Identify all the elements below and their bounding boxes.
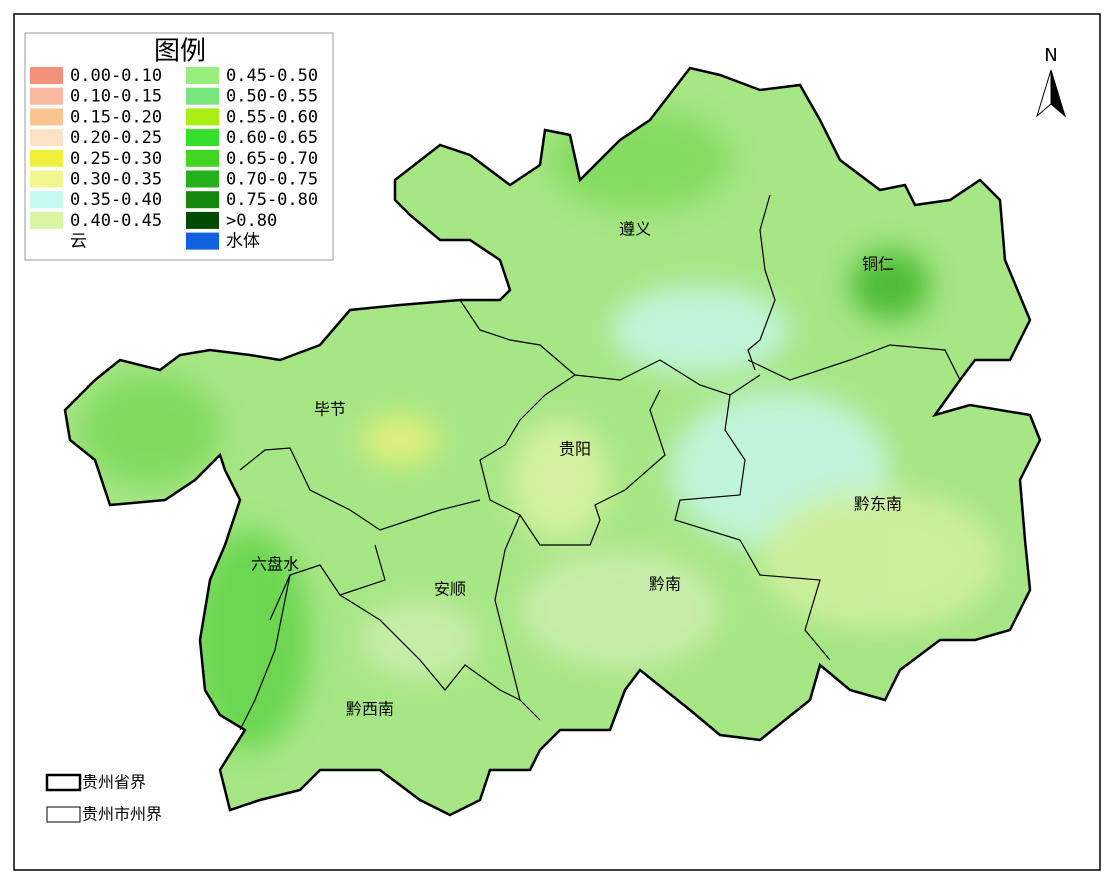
legend-label: 0.65-0.70 bbox=[226, 149, 318, 169]
legend-label: 0.20-0.25 bbox=[70, 128, 162, 148]
legend-label: 0.50-0.55 bbox=[226, 87, 318, 107]
legend-label: 水体 bbox=[226, 232, 260, 252]
legend-swatch bbox=[30, 149, 63, 167]
legend-label: 0.10-0.15 bbox=[70, 87, 162, 107]
legend-label: 0.30-0.35 bbox=[70, 170, 162, 190]
legend-swatch bbox=[30, 191, 63, 209]
legend-swatch bbox=[186, 87, 219, 105]
legend-swatch bbox=[30, 67, 63, 84]
boundary-legend-label: 贵州省界 bbox=[82, 773, 146, 792]
legend-label: 0.25-0.30 bbox=[70, 149, 162, 169]
region-label: 毕节 bbox=[314, 400, 346, 419]
prefecture-border-swatch bbox=[46, 806, 81, 823]
region-label: 黔南 bbox=[649, 575, 681, 594]
legend-swatch bbox=[30, 108, 63, 126]
frame bbox=[13, 13, 1101, 871]
legend-swatch bbox=[30, 211, 63, 229]
north-label: N bbox=[1044, 45, 1057, 66]
north-arrow: N bbox=[1036, 45, 1066, 118]
region-label: 黔东南 bbox=[854, 495, 902, 514]
region-label: 遵义 bbox=[619, 220, 651, 239]
region-label: 安顺 bbox=[434, 580, 466, 599]
legend-swatch bbox=[186, 191, 219, 209]
legend-label: 0.55-0.60 bbox=[226, 107, 318, 127]
legend-box bbox=[24, 32, 334, 261]
legend-label: 0.35-0.40 bbox=[70, 190, 162, 210]
legend-label: 0.70-0.75 bbox=[226, 170, 318, 190]
legend-label: 0.75-0.80 bbox=[226, 190, 318, 210]
legend-swatch bbox=[186, 211, 219, 229]
legend-swatch bbox=[30, 87, 63, 105]
legend-label: 云 bbox=[70, 232, 87, 252]
legend-swatch bbox=[186, 108, 219, 126]
legend-label: 0.15-0.20 bbox=[70, 107, 162, 127]
legend-swatch bbox=[186, 149, 219, 167]
prefecture-borders bbox=[239, 194, 961, 731]
legend-label: >0.80 bbox=[226, 211, 277, 231]
boundary-legend-label: 贵州市州界 bbox=[82, 805, 162, 824]
legend-label: 0.45-0.50 bbox=[226, 66, 318, 86]
legend-swatch bbox=[186, 67, 219, 84]
legend-swatch bbox=[30, 232, 63, 250]
legend-label: 0.60-0.65 bbox=[226, 128, 318, 148]
legend-label: 0.40-0.45 bbox=[70, 211, 162, 231]
province-border-swatch bbox=[45, 773, 82, 792]
region-label: 黔西南 bbox=[346, 700, 394, 719]
region-label: 贵阳 bbox=[559, 440, 591, 459]
legend-swatch bbox=[186, 170, 219, 188]
legend-swatch bbox=[30, 129, 63, 147]
legend-title: 图例 bbox=[154, 37, 206, 67]
region-label: 铜仁 bbox=[862, 255, 894, 274]
legend-label: 0.00-0.10 bbox=[70, 66, 162, 86]
region-label: 六盘水 bbox=[251, 555, 299, 574]
legend-swatch bbox=[30, 170, 63, 188]
legend-swatch bbox=[186, 232, 219, 250]
ndvi-raster bbox=[65, 68, 1040, 815]
legend-swatch bbox=[186, 129, 219, 147]
